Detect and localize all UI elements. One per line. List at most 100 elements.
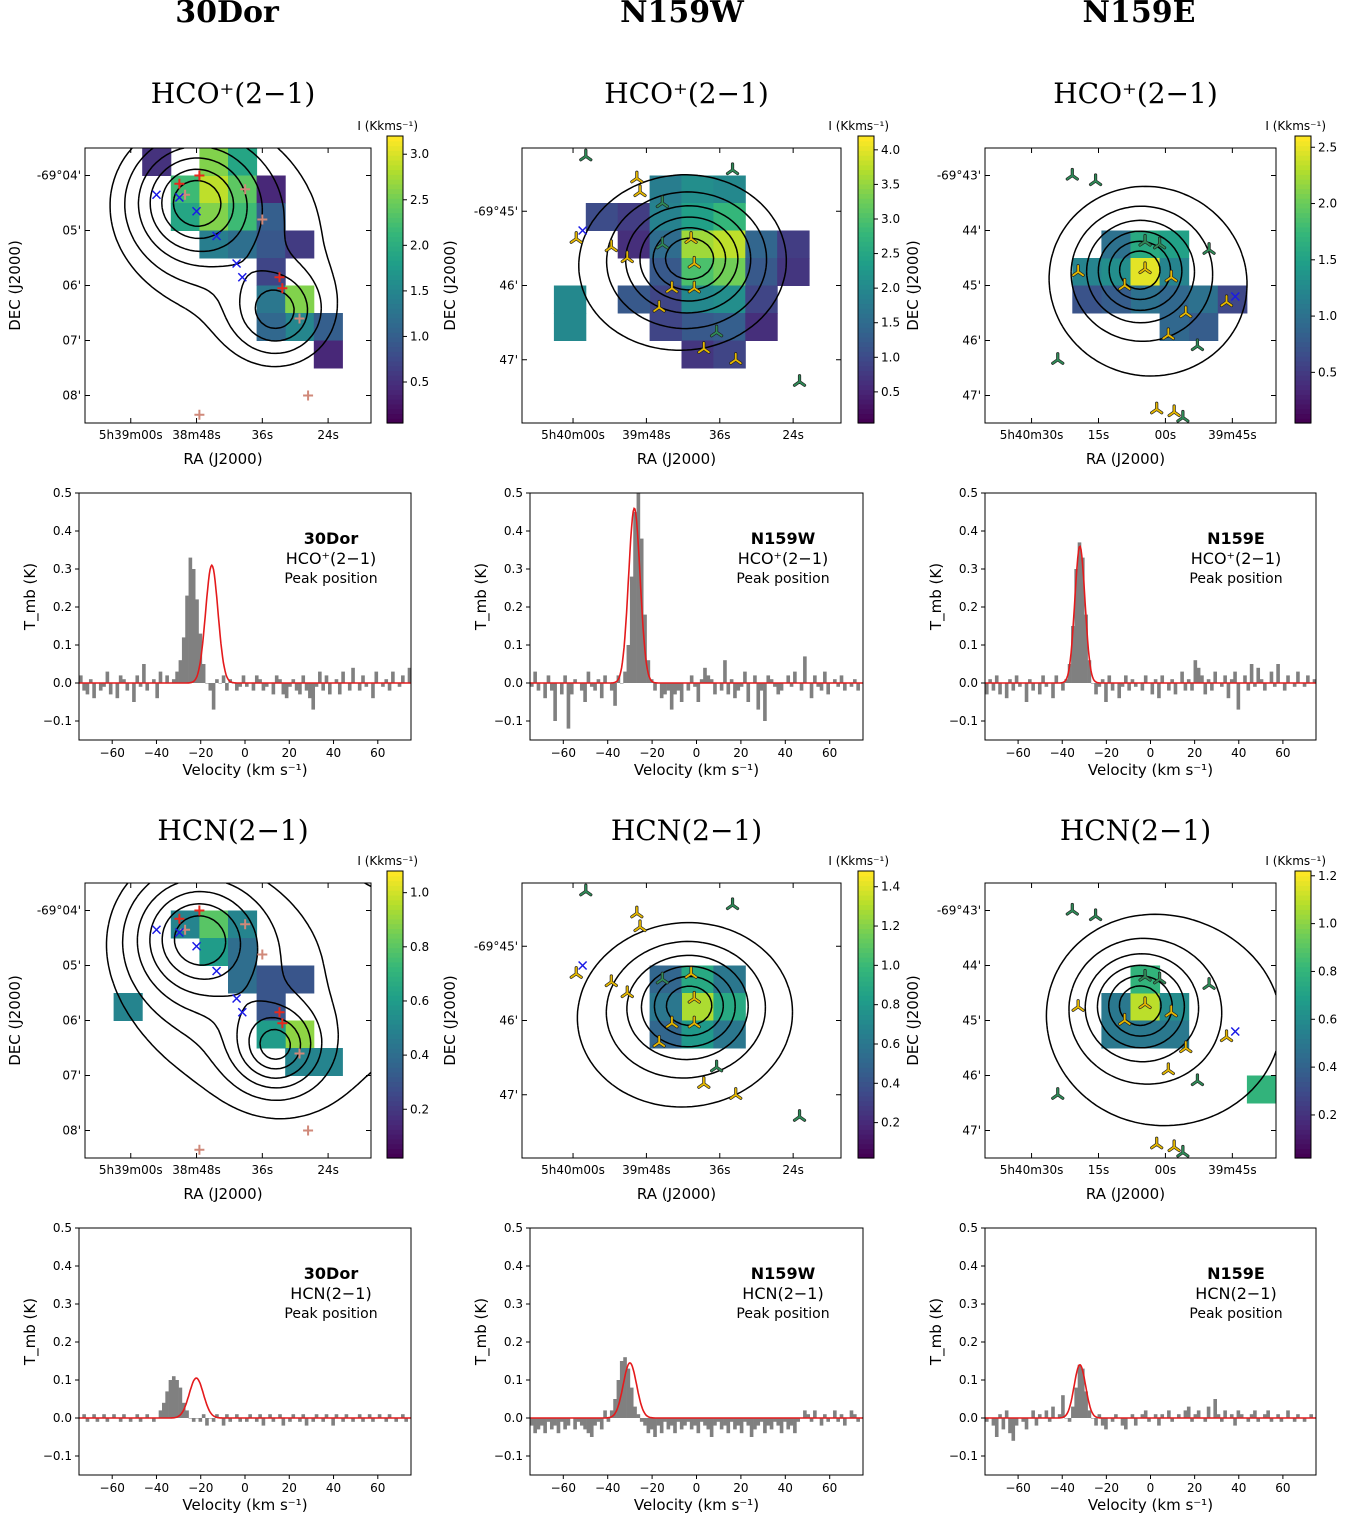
- spectrum-30dor-hcn-ytick-label-2: 0.1: [53, 1373, 72, 1387]
- spectrum-n159e-hcn-bar-0: [985, 1418, 989, 1422]
- spectrum-30dor-hcn-bar-37: [201, 1414, 206, 1418]
- spectrum-30dor-hcn-bar-68: [304, 1418, 309, 1426]
- map-30dor-hcn-marker-plus-red-0: [174, 913, 185, 924]
- spectrum-n159w-hco-ytick-label-3: 0.2: [504, 600, 523, 614]
- spectrum-n159e-hcn-bar-79: [1246, 1418, 1251, 1422]
- spectrum-30dor-hco-bar-26: [165, 675, 169, 683]
- spectrum-30dor-hcn-xtick-label-3: 0: [241, 1481, 249, 1495]
- spectrum-n159w-hcn-bar-17: [586, 1418, 591, 1434]
- spectrum-30dor-hcn-bar-29: [175, 1380, 179, 1418]
- spectrum-30dor-hco-bar-91: [381, 683, 385, 687]
- spectrum-n159e-hcn-bar-32: [1090, 1418, 1095, 1419]
- map-n159w-hco-marker-tri-green-6: [655, 236, 669, 250]
- map-n159e-hcn-marker-tri-green-4: [1153, 971, 1167, 985]
- spectrum-n159e-hco-bar-81: [1253, 683, 1257, 687]
- map-30dor-hcn-colorbar-tick-label-3: 0.8: [410, 940, 429, 954]
- spectrum-n159e-hco-frame: [984, 492, 1317, 741]
- map-n159w-hco-marker-tri-yellow-4: [604, 239, 618, 253]
- spectrum-n159w-hco-line-label: HCO⁺(2−1): [738, 549, 829, 568]
- map-n159e-hco-marker-tri-yellow-16: [1150, 401, 1164, 415]
- map-n159e-hco-xtick-label-1: 15s: [1088, 428, 1110, 442]
- spectrum-n159w-hcn-xtick-label-3: 0: [693, 1481, 701, 1495]
- map-30dor-hco-colorbar-tick-label-1: 1.0: [410, 329, 429, 343]
- spectrum-n159w-hcn-bar-21: [599, 1418, 604, 1430]
- map-30dor-hcn-pixel-7: [256, 965, 286, 994]
- map-30dor-hcn-colorbar-tick-label-0: 0.2: [410, 1102, 429, 1116]
- spectrum-n159w-hcn-bar-53: [706, 1418, 711, 1430]
- spectrum-30dor-hcn-bar-28: [171, 1376, 176, 1418]
- map-n159w-hco-xtick-label-0: 5h40m00s: [541, 428, 605, 442]
- map-n159e-hco-xlabel: RA (J2000): [1086, 450, 1165, 468]
- spectrum-n159w-hco-bar-43: [673, 683, 677, 695]
- spectrum-30dor-hco-bar-53: [254, 675, 259, 683]
- column-header-30dor: 30Dor: [175, 0, 280, 30]
- spectrum-n159e-hcn-bar-14: [1031, 1410, 1035, 1418]
- spectrum-n159e-hco-bar-0: [985, 683, 989, 695]
- map-n159w-hco-colorbar-tick-label-2: 1.5: [881, 316, 900, 330]
- spectrum-30dor-hco-frame: [78, 492, 412, 741]
- spectrum-n159w-hcn-plot-area: [530, 1357, 863, 1437]
- spectrum-n159w-hcn-bar-64: [743, 1418, 747, 1422]
- spectrum-n159e-hcn-bar-63: [1193, 1414, 1198, 1418]
- spectrum-n159e-hcn-bar-34: [1097, 1414, 1102, 1418]
- spectrum-n159w-hcn-bar-16: [583, 1418, 587, 1430]
- spectrum-30dor-hco-bar-50: [245, 683, 249, 687]
- spectrum-n159e-hco-bar-21: [1054, 675, 1059, 683]
- spectrum-n159e-hcn-bar-81: [1253, 1410, 1257, 1418]
- spectrum-n159e-hco-bar-90: [1282, 683, 1287, 691]
- map-n159e-hcn-marker-tri-yellow-17: [1167, 1139, 1181, 1153]
- map-n159w-hco-xlabel: RA (J2000): [637, 450, 716, 468]
- map-n159w-hco: 5h40m00s 39m48s 36s 24s -69°45' 46' 47' HCO⁺(2−…: [441, 77, 900, 468]
- spectrum-n159w-hco-bar-48: [689, 675, 694, 683]
- spectrum-n159w-hcn-ytick-label-0: −0.1: [494, 1449, 523, 1463]
- map-30dor-hcn-xtick-label-3: 24s: [317, 1163, 339, 1177]
- spectrum-30dor-hco-xtick-label-0: −60: [100, 746, 125, 760]
- map-30dor-hco-contour-2: [137, 148, 309, 342]
- map-n159e-hcn-marker-x-blue-10: [1230, 1026, 1240, 1037]
- spectrum-n159w-hco-bar-70: [763, 683, 767, 721]
- spectrum-n159w-hco-bar-10: [563, 675, 567, 683]
- spectrum-30dor-hcn-line-label: HCN(2−1): [290, 1284, 371, 1303]
- spectrum-n159e-hcn-xtick-label-2: −20: [1094, 1481, 1119, 1495]
- spectrum-n159e-hcn-bar-35: [1100, 1418, 1105, 1426]
- spectrum-30dor-hco-xtick-label-5: 40: [326, 746, 341, 760]
- spectrum-30dor-hcn-bar-18: [138, 1418, 143, 1422]
- spectrum-30dor-hco-bar-33: [188, 557, 193, 683]
- spectrum-n159e-hco-ytick-label-6: 0.5: [959, 486, 978, 500]
- spectrum-30dor-hco-bar-93: [387, 683, 392, 691]
- spectrum-n159e-hcn-bar-24: [1064, 1418, 1069, 1419]
- spectrum-30dor-hco-bar-92: [384, 679, 389, 683]
- spectrum-n159e-hco-note-label: Peak position: [1189, 571, 1282, 587]
- spectrum-n159e-hco-line-label: HCO⁺(2−1): [1191, 549, 1282, 568]
- spectrum-n159w-hcn-bar-55: [713, 1418, 717, 1426]
- map-n159w-hcn-marker-tri-yellow-7: [684, 966, 698, 979]
- spectrum-n159w-hcn-bar-48: [689, 1418, 694, 1430]
- spectrum-n159w-hco-bar-75: [779, 683, 784, 691]
- spectrum-n159e-hco-fit-line: [985, 545, 1316, 684]
- map-n159e-hcn-marker-tri-yellow-12: [1179, 1040, 1193, 1054]
- spectrum-30dor-hcn-bar-76: [331, 1418, 335, 1426]
- map-n159e-hcn-marker-tri-yellow-6: [1071, 999, 1085, 1012]
- spectrum-n159e-hcn-ylabel: T_mb (K): [927, 1298, 946, 1366]
- map-n159e-hco-ytick-label-4: 47': [962, 389, 981, 403]
- spectrum-n159w-hco-ytick-label-1: 0.0: [504, 676, 523, 690]
- map-n159e-hcn: 5h40m30s 15s 00s 39m45s -69°43' 44' 45' 46' 47' H…: [904, 814, 1337, 1203]
- map-30dor-hcn-ytick-label-1: 05': [62, 959, 81, 973]
- map-n159e-hcn-marker-tri-green-15: [1051, 1087, 1065, 1100]
- spectrum-30dor-hcn-ytick-label-3: 0.2: [53, 1335, 72, 1349]
- spectrum-30dor-hcn-bar-13: [122, 1414, 126, 1418]
- column-headers: 30Dor N159W N159E: [175, 0, 1195, 30]
- spectrum-n159e-hco-bar-84: [1263, 683, 1267, 691]
- spectrum-30dor-hcn-bar-57: [268, 1414, 272, 1418]
- map-n159w-hcn-colorbar-tick-label-3: 0.8: [881, 998, 900, 1012]
- spectrum-30dor-hcn-bar-17: [135, 1414, 140, 1418]
- spectrum-n159w-hco-bar-94: [843, 683, 847, 691]
- map-n159w-hcn-ytick-label-2: 47': [499, 1088, 518, 1102]
- spectrum-n159e-hcn-bar-86: [1269, 1418, 1274, 1422]
- spectrum-n159w-hco-bar-0: [530, 683, 534, 687]
- spectrum-30dor-hco-bar-82: [351, 667, 355, 683]
- map-n159w-hco-xtick-label-2: 36s: [709, 428, 731, 442]
- map-30dor-hcn-title: HCN(2−1): [157, 814, 308, 847]
- spectrum-n159w-hco-xtick-label-1: −40: [595, 746, 620, 760]
- spectrum-30dor-hcn-bar-61: [281, 1418, 286, 1426]
